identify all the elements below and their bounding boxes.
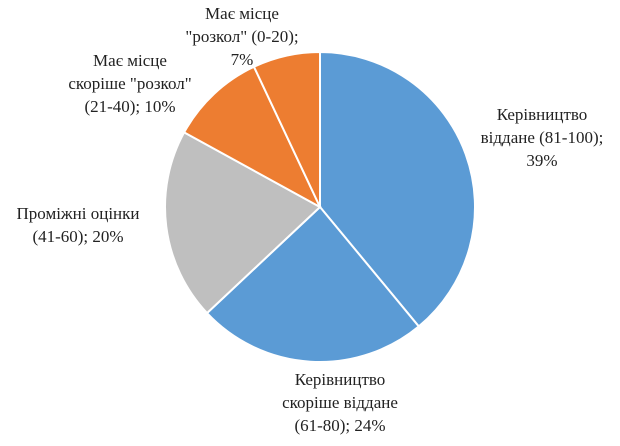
- pie-slices: [164, 50, 476, 363]
- slice-label-line: 39%: [526, 151, 557, 170]
- slice-label-line: скоріше "розкол": [68, 74, 191, 93]
- slice-label-line: Має місце: [93, 51, 167, 70]
- slice-label-1: Керівництво віддане (81-100); 39%: [481, 105, 604, 170]
- pie-slice-2: [205, 205, 421, 363]
- slice-label-line: Має місце: [205, 4, 279, 23]
- pie-slice-5: [252, 50, 321, 208]
- slice-label-line: Керівництво: [497, 105, 588, 124]
- slice-label-line: 7%: [231, 50, 254, 69]
- slice-label-line: "розкол" (0-20);: [185, 27, 298, 46]
- slice-label-4: Має місце скоріше "розкол" (21-40); 10%: [68, 51, 191, 116]
- slice-label-2: Керівництво скоріше віддане (61-80); 24%: [282, 370, 398, 435]
- slice-label-line: Керівництво: [295, 370, 386, 389]
- slice-label-line: (21-40); 10%: [84, 97, 175, 116]
- pie-slice-3: [164, 130, 322, 315]
- pie-slice-1: [319, 50, 476, 328]
- slice-label-line: (61-80); 24%: [294, 416, 385, 435]
- slice-label-line: (41-60); 20%: [32, 227, 123, 246]
- slice-label-line: Проміжні оцінки: [16, 204, 139, 223]
- slice-label-5: Має місце "розкол" (0-20); 7%: [185, 4, 298, 69]
- slice-label-line: скоріше віддане: [282, 393, 398, 412]
- pie-slice-4: [182, 65, 323, 210]
- pie-labels: Керівництво віддане (81-100); 39%Керівницт…: [16, 4, 603, 435]
- slice-label-3: Проміжні оцінки (41-60); 20%: [16, 204, 139, 246]
- slice-label-line: віддане (81-100);: [481, 128, 604, 147]
